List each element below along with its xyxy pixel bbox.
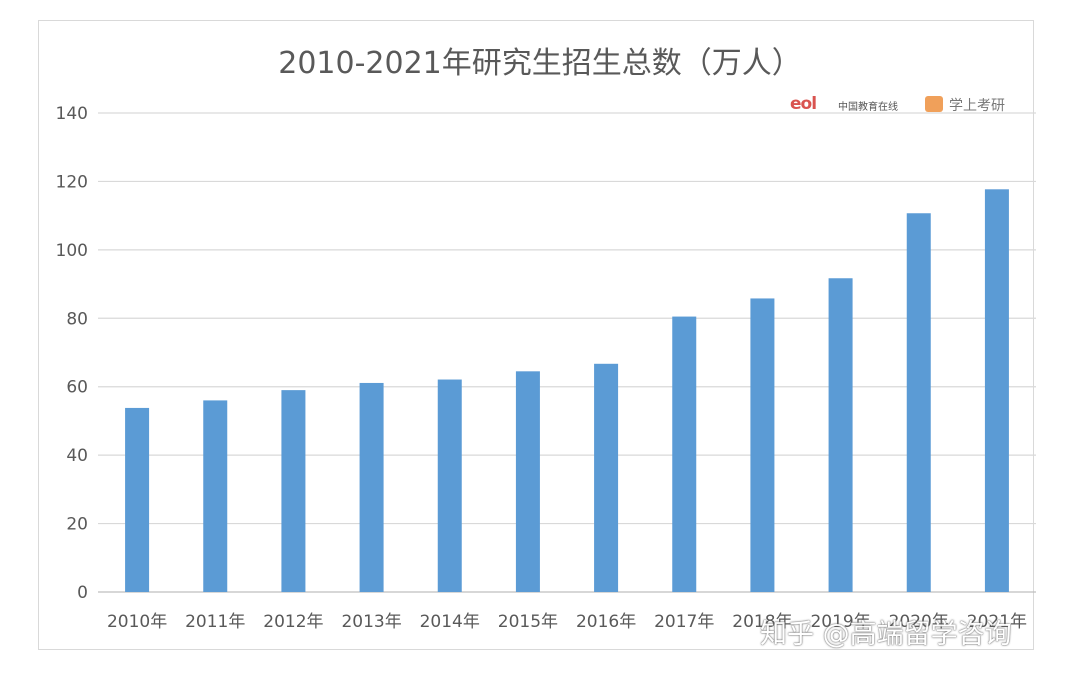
bar bbox=[203, 400, 228, 592]
x-tick-label: 2012年 bbox=[263, 612, 323, 632]
bar bbox=[828, 278, 853, 592]
y-tick-label: 80 bbox=[66, 309, 88, 329]
x-tick-label: 2011年 bbox=[185, 612, 245, 632]
x-tick-label: 2021年 bbox=[967, 612, 1027, 632]
y-tick-label: 20 bbox=[66, 515, 88, 535]
y-tick-label: 40 bbox=[66, 446, 88, 466]
eol-logo-mark: eol bbox=[790, 94, 817, 114]
x-tick-label: 2018年 bbox=[732, 612, 792, 632]
chart-title: 2010-2021年研究生招生总数（万人） bbox=[278, 46, 802, 81]
y-tick-label: 140 bbox=[56, 104, 88, 124]
bar bbox=[125, 407, 150, 592]
bar bbox=[515, 371, 540, 592]
bar bbox=[672, 316, 697, 592]
zhihu-watermark: 知乎 @高端留学咨询 bbox=[760, 619, 1012, 650]
eol-logo-text: 中国教育在线 bbox=[838, 102, 898, 113]
bar bbox=[906, 213, 931, 592]
bar bbox=[359, 382, 384, 592]
x-tick-label: 2016年 bbox=[576, 612, 636, 632]
bar bbox=[437, 379, 462, 592]
xz-logo-icon bbox=[925, 96, 943, 112]
bar bbox=[750, 298, 775, 592]
x-tick-label: 2014年 bbox=[420, 612, 480, 632]
x-tick-label: 2017年 bbox=[654, 612, 714, 632]
xz-logo-text: 学上考研 bbox=[949, 98, 1005, 114]
x-tick-label: 2010年 bbox=[107, 612, 167, 632]
x-tick-label: 2020年 bbox=[889, 612, 949, 632]
y-tick-label: 60 bbox=[66, 378, 88, 398]
y-tick-label: 100 bbox=[56, 241, 88, 261]
x-tick-label: 2015年 bbox=[498, 612, 558, 632]
y-tick-label: 120 bbox=[56, 172, 88, 192]
x-tick-label: 2019年 bbox=[810, 612, 870, 632]
bar bbox=[281, 390, 306, 592]
bar bbox=[594, 363, 619, 592]
y-tick-label: 0 bbox=[77, 583, 88, 603]
bar bbox=[984, 189, 1009, 592]
x-tick-label: 2013年 bbox=[341, 612, 401, 632]
